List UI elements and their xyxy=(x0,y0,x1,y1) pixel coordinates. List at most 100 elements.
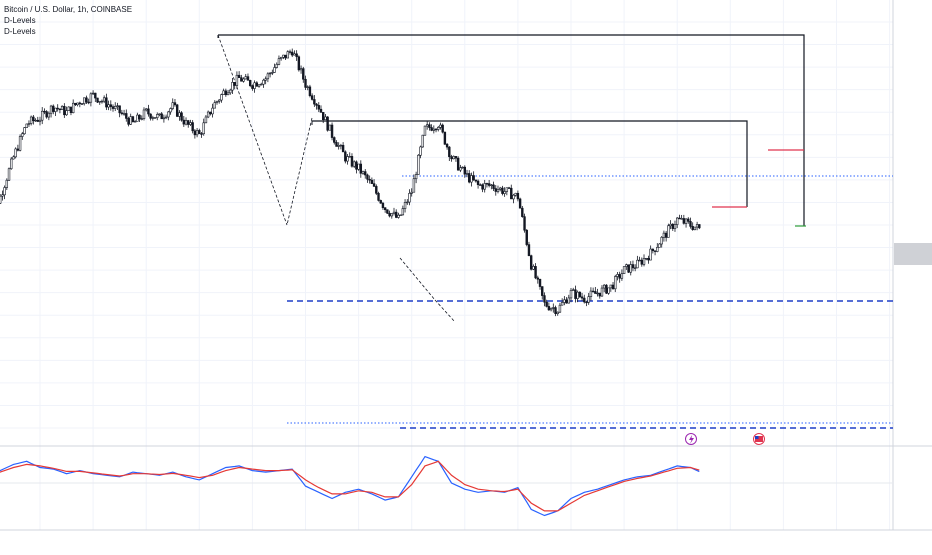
candle-body xyxy=(474,179,478,182)
candle-body xyxy=(198,130,201,134)
candle-body xyxy=(651,248,655,252)
candle-body xyxy=(673,224,677,229)
candle-body xyxy=(443,131,447,145)
candle-body xyxy=(12,156,15,160)
candle-body xyxy=(543,295,546,303)
candle-body xyxy=(538,278,542,287)
candle-body xyxy=(414,174,418,180)
candle-body xyxy=(658,243,661,248)
candle-body xyxy=(691,226,694,230)
candle-body xyxy=(251,85,254,89)
candle-body xyxy=(498,187,502,190)
candle-body xyxy=(395,211,398,218)
candle-body xyxy=(58,108,62,111)
indicator-d-levels-1[interactable]: D-Levels xyxy=(4,16,36,25)
candle-body xyxy=(625,264,628,267)
candle-body xyxy=(512,194,515,200)
candle-body xyxy=(410,191,413,194)
candle-body xyxy=(693,226,697,230)
candle-body xyxy=(171,102,174,109)
candle-body xyxy=(594,291,597,294)
candle-body xyxy=(229,89,232,94)
candle-body xyxy=(218,99,221,102)
candle-body xyxy=(428,124,431,128)
candle-body xyxy=(675,217,679,225)
candle-body xyxy=(483,183,486,190)
candle-body xyxy=(627,264,630,273)
candle-body xyxy=(516,192,520,200)
candle-body xyxy=(439,124,442,128)
candle-body xyxy=(315,103,318,106)
candle-body xyxy=(355,161,358,170)
candle-body xyxy=(602,284,606,289)
candle-body xyxy=(94,92,97,99)
candle-body xyxy=(49,105,53,114)
candle-body xyxy=(366,174,369,180)
candle-body xyxy=(375,186,378,194)
candle-body xyxy=(541,286,544,296)
candle-body xyxy=(209,111,212,115)
candle-body xyxy=(129,116,132,125)
candle-body xyxy=(109,104,113,107)
candle-body xyxy=(341,144,345,153)
candle-body xyxy=(47,112,51,118)
candle-body xyxy=(344,151,347,162)
candle-body xyxy=(419,146,422,156)
candle-body xyxy=(450,156,453,160)
candle-body xyxy=(151,117,155,119)
candle-body xyxy=(403,202,407,209)
candle-body xyxy=(598,292,601,297)
candle-body xyxy=(21,133,24,137)
candle-body xyxy=(279,56,283,59)
candle-body xyxy=(80,103,84,105)
candle-body xyxy=(596,292,599,295)
candle-body xyxy=(34,119,37,122)
symbol-title[interactable]: Bitcoin / U.S. Dollar, 1h, COINBASE xyxy=(4,5,133,14)
candle-body xyxy=(560,302,564,306)
candle-body xyxy=(589,290,593,297)
candle-body xyxy=(386,209,389,214)
candle-body xyxy=(412,178,416,193)
candle-body xyxy=(377,193,380,201)
candle-body xyxy=(656,247,659,252)
candle-body xyxy=(591,290,595,293)
candle-body xyxy=(671,223,674,229)
chart-legend: Bitcoin / U.S. Dollar, 1h, COINBASE D-Le… xyxy=(4,4,132,37)
candle-body xyxy=(118,105,121,114)
candle-body xyxy=(350,156,354,167)
candle-body xyxy=(111,106,115,109)
candle-body xyxy=(465,173,469,175)
candle-body xyxy=(337,145,340,147)
candle-body xyxy=(317,105,320,110)
candle-body xyxy=(85,97,88,103)
candle-body xyxy=(569,289,573,299)
candle-body xyxy=(264,78,267,81)
candle-body xyxy=(248,80,252,86)
candle-body xyxy=(189,122,192,125)
candle-body xyxy=(136,114,139,122)
candle-body xyxy=(518,198,522,209)
candle-body xyxy=(401,208,405,216)
candle-body xyxy=(470,175,473,183)
candle-body xyxy=(257,84,261,87)
candle-body xyxy=(242,78,245,82)
candle-body xyxy=(437,127,440,130)
candle-body xyxy=(357,163,360,170)
candle-body xyxy=(640,259,644,265)
wave-dashed-segment xyxy=(217,34,288,226)
indicator-d-levels-2[interactable]: D-Levels xyxy=(4,27,36,36)
candle-body xyxy=(536,277,540,280)
candle-body xyxy=(69,106,73,114)
candle-body xyxy=(684,218,688,224)
candle-body xyxy=(669,223,672,227)
candle-body xyxy=(563,299,566,303)
candle-body xyxy=(180,112,183,121)
candle-body xyxy=(406,201,409,204)
candle-body xyxy=(689,221,692,227)
candle-body xyxy=(459,167,462,171)
candle-body xyxy=(127,118,130,125)
candle-body xyxy=(507,187,511,189)
f8-lower-bracket xyxy=(312,120,748,207)
